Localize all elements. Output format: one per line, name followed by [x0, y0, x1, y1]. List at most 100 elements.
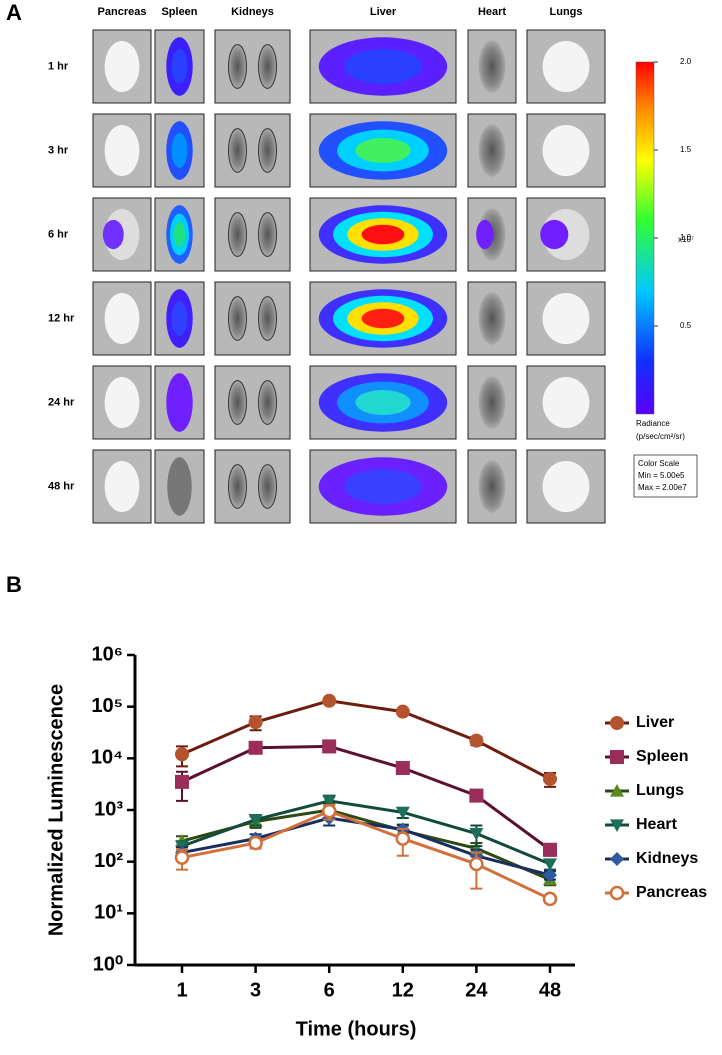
- data-point: [248, 814, 263, 827]
- data-point: [543, 771, 557, 786]
- legend-marker: [610, 784, 624, 797]
- x-tick-label: 1: [176, 979, 187, 1001]
- series-line: [181, 699, 551, 781]
- organ: [478, 460, 506, 513]
- organ-image: [214, 29, 291, 104]
- signal: [355, 389, 411, 416]
- colorbar-tick-label: 1.0: [680, 233, 692, 242]
- data-point: [248, 715, 263, 730]
- organ: [478, 376, 506, 429]
- data-point: [543, 842, 557, 857]
- row-label: 24 hr: [48, 396, 75, 408]
- data-point: [322, 739, 337, 754]
- y-tick-label: 10⁵: [91, 695, 123, 717]
- series-line: [181, 809, 551, 901]
- organ: [542, 376, 590, 429]
- legend-label: Lungs: [636, 782, 684, 799]
- row-label: 6 hr: [48, 228, 69, 240]
- data-point: [543, 868, 557, 883]
- x-tick-label: 6: [324, 979, 335, 1001]
- row-label: 48 hr: [48, 480, 75, 492]
- data-point: [543, 858, 557, 872]
- colorbar-tick-label: 2.0: [680, 57, 692, 66]
- data-point: [469, 841, 484, 855]
- legend-marker: [610, 819, 624, 832]
- organ-image: [214, 281, 291, 356]
- y-tick-label: 10⁴: [91, 747, 123, 769]
- signal: [361, 308, 405, 329]
- y-axis-title: Normalized Luminescence: [45, 684, 67, 936]
- colorbar-title: Radiance: [636, 419, 670, 428]
- x-tick-label: 24: [465, 979, 488, 1001]
- data-point: [175, 774, 189, 789]
- organ-image: [214, 449, 291, 524]
- column-label: Pancreas: [98, 6, 147, 18]
- signal: [171, 300, 188, 337]
- kidney: [228, 128, 247, 173]
- x-tick-label: 3: [250, 979, 261, 1001]
- colorbar-tick-label: 1.5: [680, 145, 692, 154]
- series-line: [181, 808, 551, 881]
- data-point: [321, 803, 337, 819]
- organ: [104, 40, 140, 93]
- signal: [361, 224, 405, 245]
- organ-image: [214, 197, 291, 272]
- organ: [167, 457, 192, 516]
- series-line: [181, 744, 551, 851]
- colorbar-multiplier: x10⁷: [678, 235, 694, 244]
- colorbar-tick-label: 0.5: [680, 321, 692, 330]
- row-label: 3 hr: [48, 144, 69, 156]
- signal: [166, 373, 193, 432]
- legend-marker: [610, 716, 624, 730]
- colorbar: [635, 61, 655, 415]
- organ-image: [214, 113, 291, 188]
- data-point: [469, 827, 484, 841]
- data-point: [542, 891, 558, 907]
- legend-label: Spleen: [636, 748, 688, 765]
- column-label: Heart: [478, 6, 506, 18]
- signal: [171, 48, 188, 85]
- row-label: 12 hr: [48, 312, 75, 324]
- kidney: [228, 296, 247, 341]
- column-label: Spleen: [161, 6, 197, 18]
- y-tick-label: 10³: [94, 798, 123, 820]
- organ-image: [214, 365, 291, 440]
- kidney: [258, 380, 277, 425]
- kidney: [258, 212, 277, 257]
- data-point: [175, 747, 189, 762]
- data-point: [395, 831, 411, 846]
- organ: [104, 376, 140, 429]
- color-scale-text: Max = 2.00e7: [638, 483, 687, 492]
- data-point: [174, 850, 190, 865]
- kidney: [258, 464, 277, 509]
- signal: [344, 48, 422, 85]
- kidney: [258, 44, 277, 89]
- legend-label: Pancreas: [636, 884, 707, 901]
- x-tick-label: 12: [392, 979, 414, 1001]
- legend-marker: [609, 885, 625, 901]
- legend-label: Liver: [636, 714, 674, 731]
- organ: [478, 124, 506, 177]
- signal: [171, 132, 188, 169]
- color-scale-box: [633, 454, 698, 498]
- color-scale-text: Color Scale: [638, 459, 680, 468]
- kidney: [258, 128, 277, 173]
- kidney: [228, 212, 247, 257]
- x-axis-title: Time (hours): [296, 1018, 417, 1040]
- panel-label: A: [6, 0, 22, 25]
- kidney: [258, 296, 277, 341]
- y-tick-label: 10⁰: [93, 953, 123, 975]
- data-point: [469, 733, 484, 748]
- kidney: [228, 464, 247, 509]
- legend-label: Heart: [636, 816, 678, 833]
- row-label: 1 hr: [48, 60, 69, 72]
- column-label: Liver: [370, 6, 397, 18]
- data-point: [469, 788, 484, 803]
- data-point: [322, 693, 337, 708]
- organ: [542, 124, 590, 177]
- legend-label: Kidneys: [636, 850, 698, 867]
- signal: [102, 219, 124, 250]
- signal: [173, 221, 186, 248]
- legend-marker: [610, 750, 624, 764]
